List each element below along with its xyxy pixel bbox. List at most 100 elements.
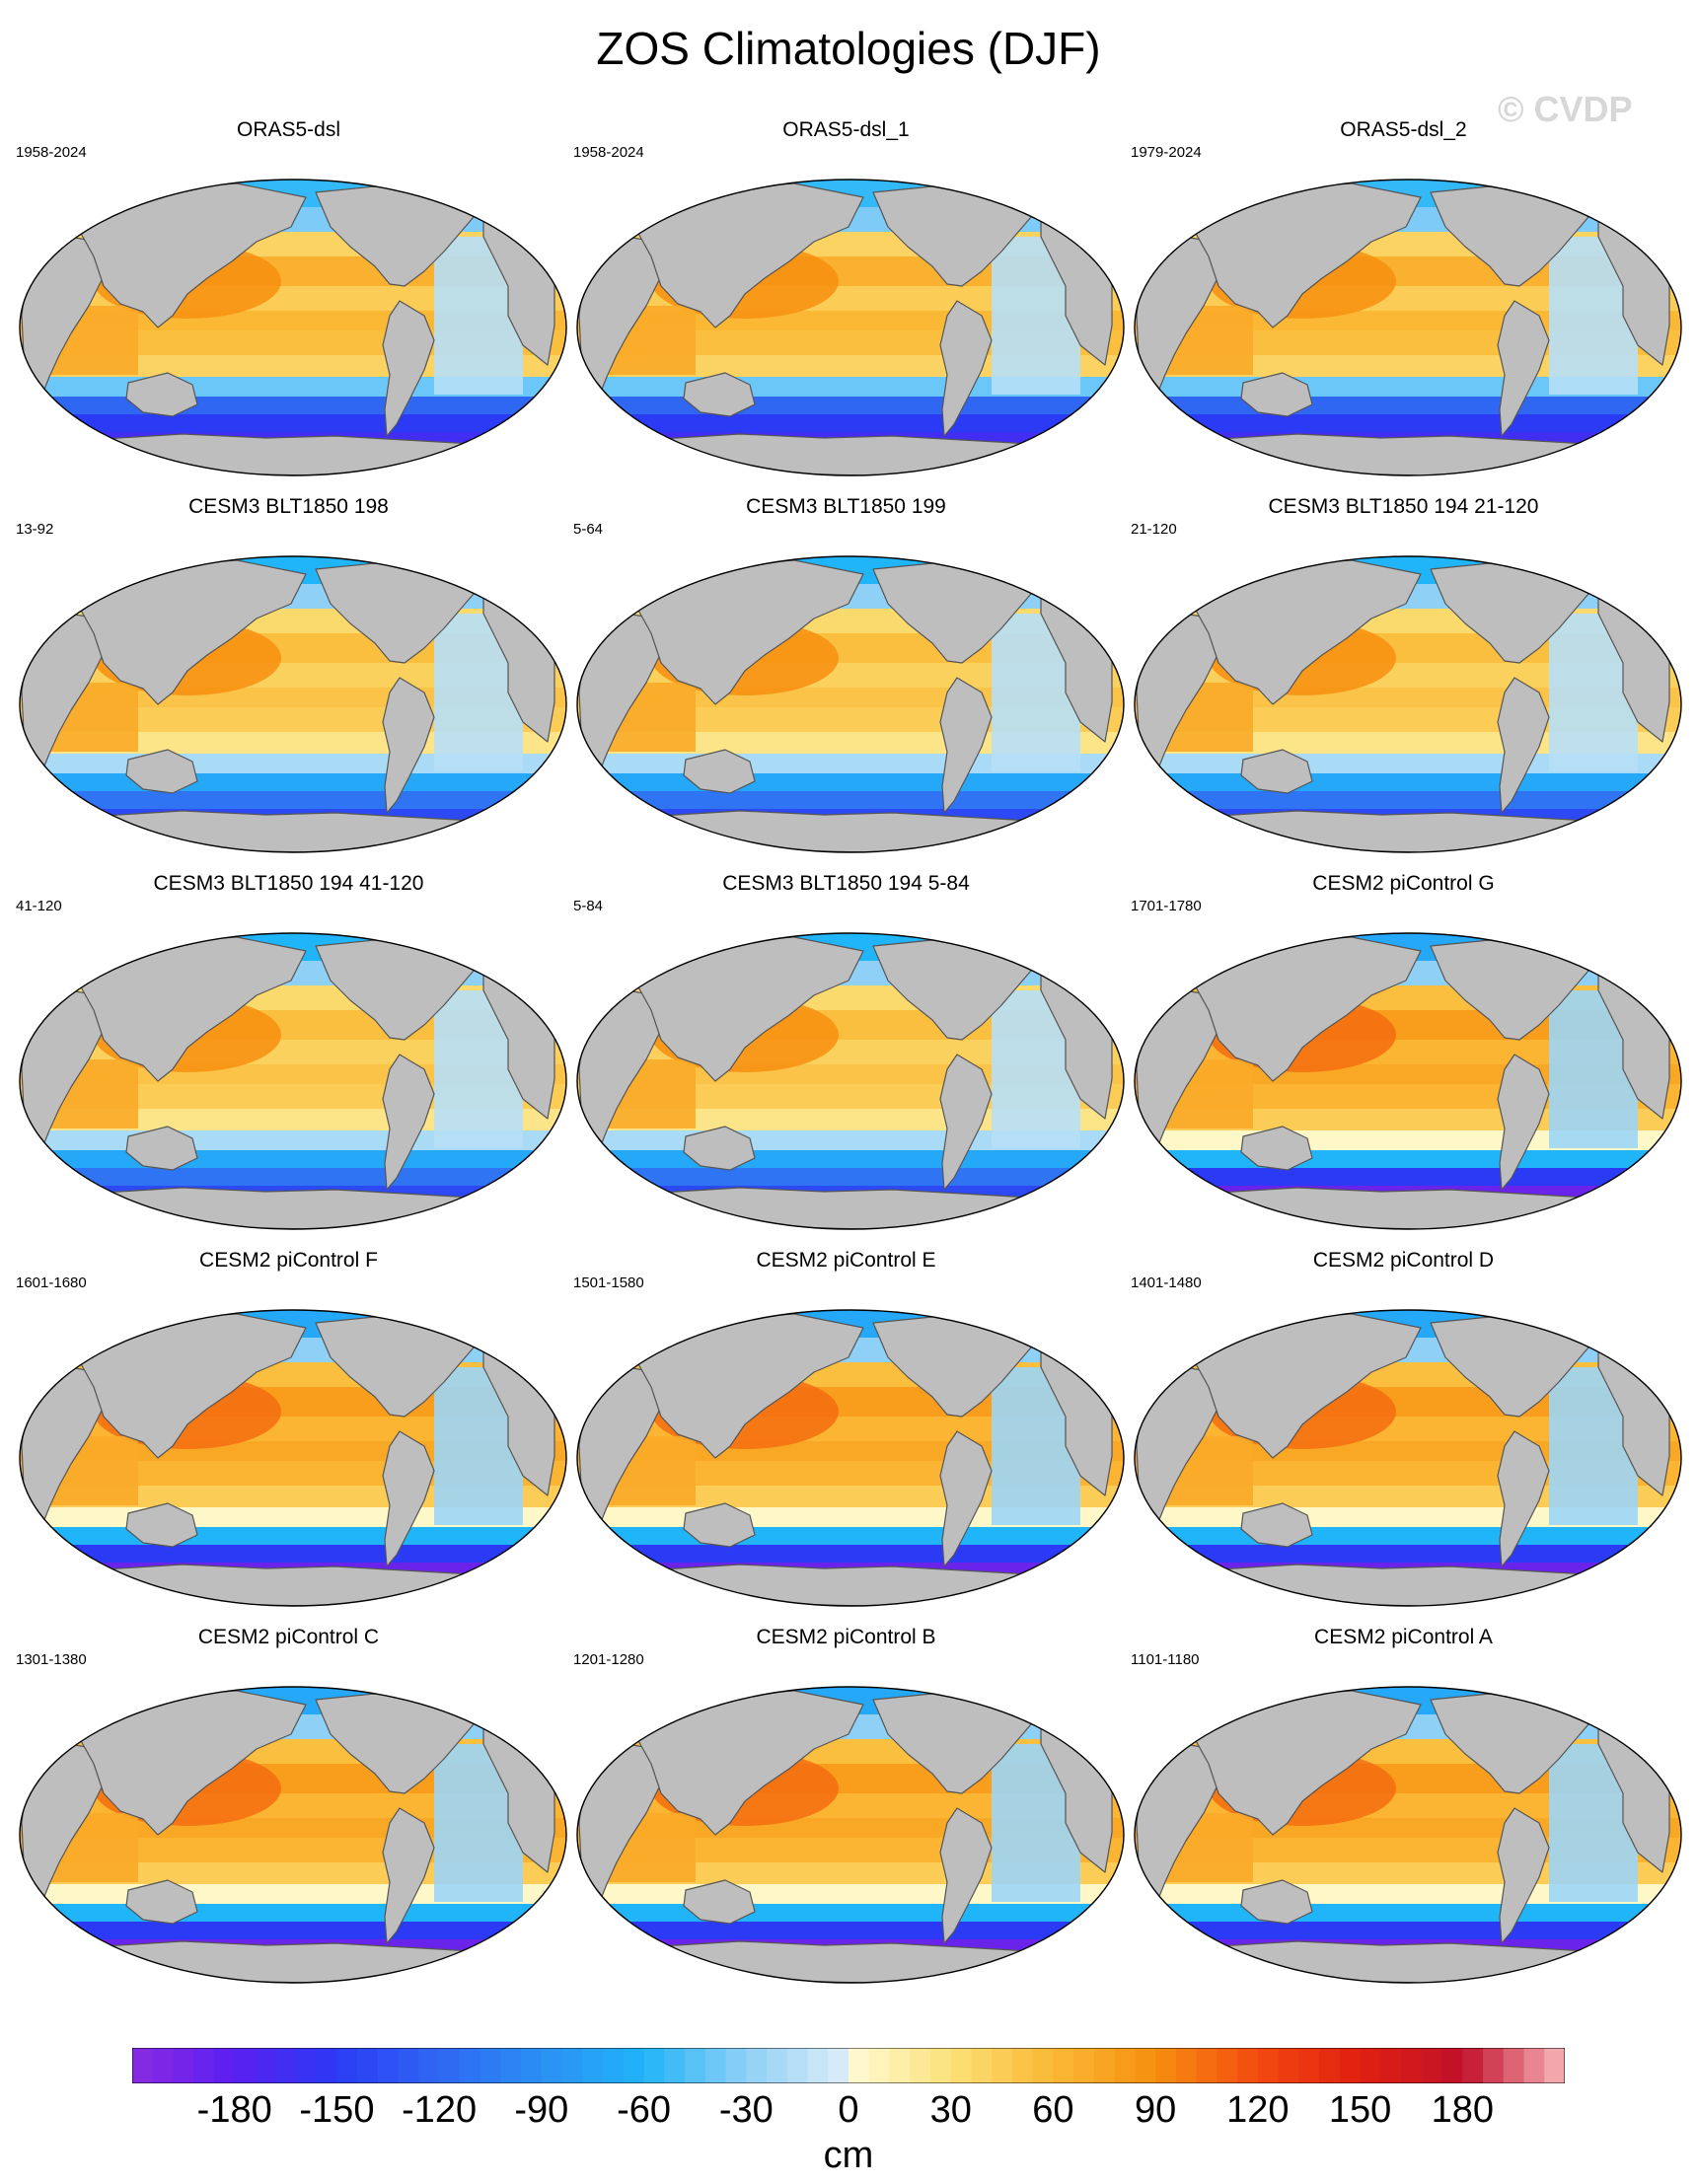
ocean-band [20,1109,566,1131]
colorbar-box [316,2048,337,2083]
colorbar-box [704,2048,727,2083]
robinson-map [19,555,567,853]
colorbar-box [746,2048,768,2083]
colorbar-box [500,2048,522,2083]
colorbar-box [807,2048,829,2083]
land-mass [660,810,1032,852]
colorbar-box [828,2048,849,2083]
map-border [576,1309,1125,1607]
land-mass [125,1502,198,1548]
ocean-band [1135,1922,1681,1940]
land-mass [1217,1940,1589,1983]
panel-years: 1601-1680 [16,1274,87,1291]
land-mass [103,810,475,852]
land-mass [1183,182,1422,328]
colorbar-box [1441,2048,1463,2083]
cvdp-watermark: © CVDP [1498,89,1633,129]
ocean-band [20,791,566,810]
colorbar-box [1217,2048,1238,2083]
land-mass [1217,1187,1589,1229]
robinson-map [19,1309,567,1607]
land-mass [68,182,307,328]
colorbar-box [1319,2048,1341,2083]
ocean-band [1135,791,1681,810]
map-panel: CESM2 piControl C 1301-1380 [10,1626,567,1996]
figure-title: ZOS Climatologies (DJF) [596,23,1101,74]
map-panel: CESM2 piControl D 1401-1480 [1125,1249,1682,1619]
colorbar-box [1053,2048,1074,2083]
panel-title: CESM3 BLT1850 194 41-120 [153,872,424,895]
map-panel: CESM2 piControl A 1101-1180 [1125,1626,1682,1996]
colorbar-tick-label: 180 [1431,2089,1494,2131]
panel-title: CESM2 piControl E [756,1249,936,1272]
colorbar-box [848,2048,870,2083]
colorbar-box [1196,2048,1217,2083]
land-mass [103,1187,475,1229]
panel-title: CESM3 BLT1850 194 5-84 [722,872,970,895]
colorbar-box [971,2048,993,2083]
panel-years: 1201-1280 [573,1651,644,1668]
ocean-band [1135,1168,1681,1187]
colorbar-box [1298,2048,1320,2083]
panel-years: 5-64 [573,521,604,538]
colorbar-box [336,2048,358,2083]
ocean-band [20,773,566,792]
land-mass [68,559,307,705]
ocean-band [20,355,566,378]
ocean-band [20,1904,566,1923]
colorbar [132,2048,1565,2083]
ocean-band [20,732,566,755]
ocean-band [577,1168,1124,1187]
land-mass [939,1807,993,1944]
robinson-map [19,179,567,476]
land-mass [939,677,993,814]
colorbar-tick-label: 30 [929,2089,972,2131]
colorbar-box [1032,2048,1054,2083]
colorbar-box [929,2048,952,2083]
land-mass [1240,749,1313,794]
land-mass [1217,810,1589,852]
panel-years: 1701-1780 [1131,898,1202,914]
ocean-band [577,1527,1124,1546]
colorbar-box [480,2048,501,2083]
map-panel: CESM3 BLT1850 194 5-84 5-84 [567,872,1125,1242]
robinson-map [576,555,1125,853]
land-mass [68,1313,307,1459]
colorbar-box [1462,2048,1484,2083]
colorbar-box [234,2048,256,2083]
land-mass [1497,1807,1550,1944]
colorbar-box [1380,2048,1402,2083]
colorbar-tick-label: 120 [1226,2089,1290,2131]
colorbar-tick-label: -180 [196,2089,272,2131]
colorbar-box [1073,2048,1095,2083]
panel-title: CESM3 BLT1850 194 21-120 [1268,495,1539,518]
ocean-band [1135,773,1681,792]
robinson-map [576,1686,1125,1984]
robinson-map [576,1309,1125,1607]
colorbar-tick-label: -150 [299,2089,375,2131]
map-panel: ORAS5-dsl_2 1979-2024 [1125,118,1682,488]
panel-title: CESM3 BLT1850 199 [746,495,946,518]
colorbar-tick-label: 60 [1032,2089,1074,2131]
colorbar-box [1175,2048,1198,2083]
colorbar-box [1544,2048,1565,2083]
ocean-band [20,1168,566,1187]
colorbar-units: cm [823,2135,874,2176]
ocean-band [20,1486,566,1508]
colorbar-box [889,2048,911,2083]
panel-years: 1958-2024 [16,144,87,161]
land-mass [125,749,198,794]
panel-years: 21-120 [1131,521,1177,538]
land-mass [382,1054,435,1191]
ocean-band [1135,1862,1681,1885]
land-mass [382,300,435,437]
ocean-band [1135,1527,1681,1546]
land-mass [1183,1690,1422,1836]
panel-title: ORAS5-dsl_1 [782,118,910,141]
colorbar-box [357,2048,379,2083]
land-mass [1497,677,1550,814]
colorbar-tick-label: -90 [514,2089,569,2131]
colorbar-box [582,2048,604,2083]
land-mass [382,1430,435,1567]
robinson-map [1134,1309,1682,1607]
